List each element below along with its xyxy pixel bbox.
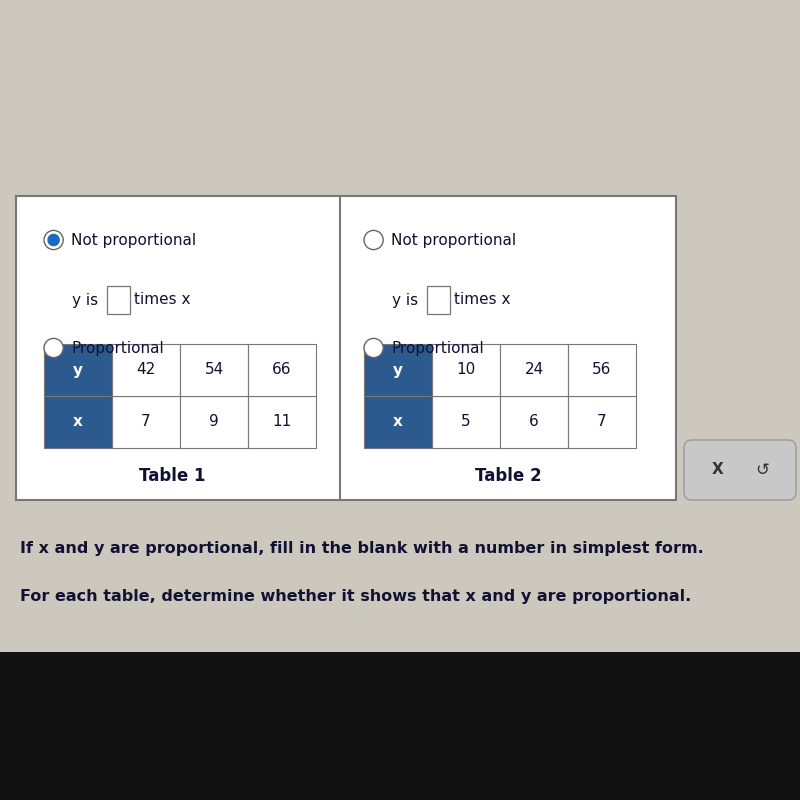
Circle shape — [44, 338, 63, 358]
Text: Proportional: Proportional — [391, 341, 484, 355]
Text: Not proportional: Not proportional — [71, 233, 196, 247]
Text: y: y — [73, 362, 83, 378]
FancyBboxPatch shape — [432, 396, 500, 448]
FancyBboxPatch shape — [112, 396, 180, 448]
Text: y: y — [393, 362, 403, 378]
FancyBboxPatch shape — [44, 396, 112, 448]
Text: x: x — [73, 414, 83, 430]
FancyBboxPatch shape — [44, 344, 112, 396]
Text: If x and y are proportional, fill in the blank with a number in simplest form.: If x and y are proportional, fill in the… — [20, 541, 704, 555]
Text: Proportional: Proportional — [71, 341, 164, 355]
FancyBboxPatch shape — [364, 396, 432, 448]
Circle shape — [364, 338, 383, 358]
FancyBboxPatch shape — [568, 396, 636, 448]
Text: 66: 66 — [272, 362, 292, 378]
Text: 9: 9 — [209, 414, 219, 430]
FancyBboxPatch shape — [180, 344, 248, 396]
Text: times x: times x — [454, 293, 511, 307]
Text: ↺: ↺ — [755, 461, 770, 479]
FancyBboxPatch shape — [107, 286, 130, 314]
Text: 7: 7 — [597, 414, 607, 430]
FancyBboxPatch shape — [427, 286, 450, 314]
Text: 56: 56 — [592, 362, 612, 378]
Text: 24: 24 — [524, 362, 544, 378]
Circle shape — [364, 230, 383, 250]
Text: 10: 10 — [456, 362, 476, 378]
Text: Table 2: Table 2 — [474, 467, 542, 485]
Circle shape — [48, 234, 59, 246]
Text: 54: 54 — [204, 362, 224, 378]
FancyBboxPatch shape — [568, 344, 636, 396]
Text: 11: 11 — [272, 414, 292, 430]
Text: 7: 7 — [141, 414, 151, 430]
FancyBboxPatch shape — [180, 396, 248, 448]
FancyBboxPatch shape — [684, 440, 796, 500]
Text: 42: 42 — [136, 362, 156, 378]
FancyBboxPatch shape — [500, 396, 568, 448]
FancyBboxPatch shape — [248, 344, 316, 396]
Text: 5: 5 — [461, 414, 471, 430]
Text: y is: y is — [392, 293, 423, 307]
Text: x: x — [393, 414, 403, 430]
FancyBboxPatch shape — [500, 344, 568, 396]
FancyBboxPatch shape — [16, 196, 676, 500]
Text: times x: times x — [134, 293, 191, 307]
Text: X: X — [712, 462, 723, 478]
Text: Not proportional: Not proportional — [391, 233, 516, 247]
Text: Table 1: Table 1 — [138, 467, 206, 485]
FancyBboxPatch shape — [432, 344, 500, 396]
Text: For each table, determine whether it shows that x and y are proportional.: For each table, determine whether it sho… — [20, 589, 691, 603]
Text: y is: y is — [72, 293, 103, 307]
Circle shape — [44, 230, 63, 250]
FancyBboxPatch shape — [112, 344, 180, 396]
FancyBboxPatch shape — [0, 652, 800, 800]
FancyBboxPatch shape — [0, 0, 800, 652]
Text: 6: 6 — [529, 414, 539, 430]
FancyBboxPatch shape — [364, 344, 432, 396]
FancyBboxPatch shape — [248, 396, 316, 448]
